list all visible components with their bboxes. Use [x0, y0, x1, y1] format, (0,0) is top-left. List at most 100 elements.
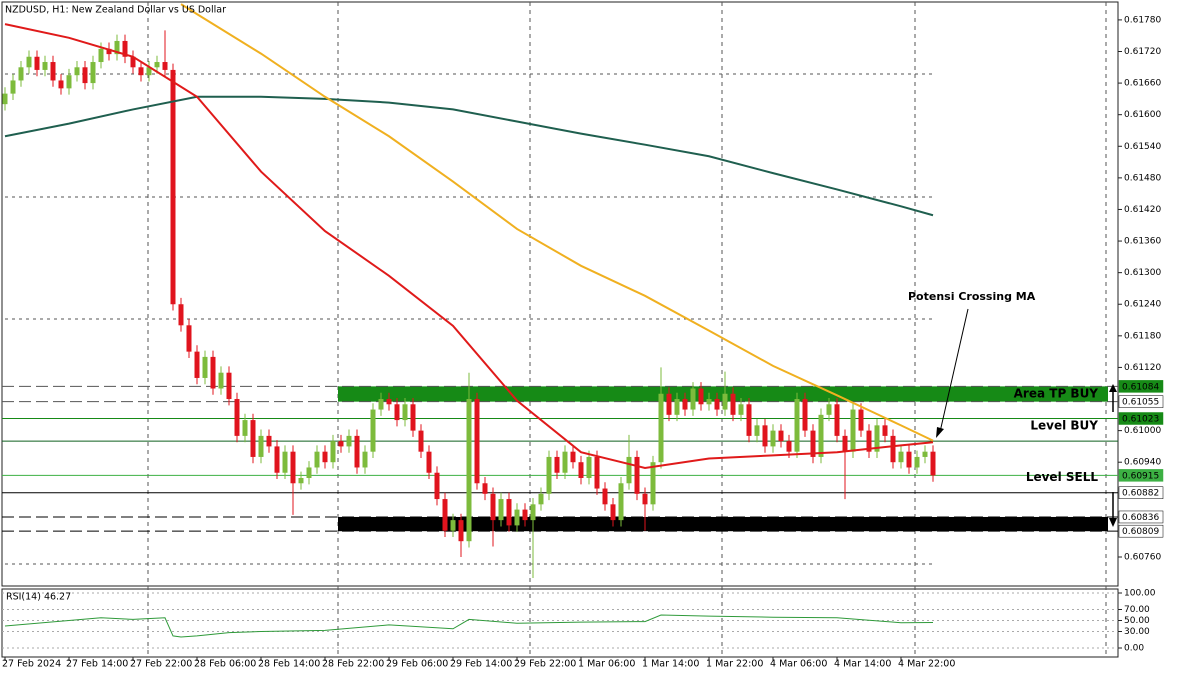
candle-body [530, 504, 536, 521]
candle-body [850, 409, 856, 452]
candle-body [778, 430, 784, 442]
candle-body [114, 40, 120, 55]
candle-body [250, 420, 256, 457]
candle-body [834, 404, 840, 436]
x-tick-label: 28 Feb 06:00 [194, 659, 256, 670]
candle-body [866, 430, 872, 452]
candle-body [858, 409, 864, 431]
annotation: Potensi Crossing MA [908, 290, 1036, 303]
candle-body [394, 404, 400, 421]
candle-body [578, 462, 584, 479]
y-tick-label: 0.60760 [1124, 552, 1161, 562]
level-label: 0.60882 [1122, 489, 1159, 499]
candle-body [154, 62, 160, 68]
candle-body [194, 351, 200, 378]
y-tick-label: 50.00 [1124, 616, 1150, 626]
candle-body [562, 451, 568, 473]
candle-body [538, 493, 544, 505]
candle-body [906, 451, 912, 468]
candle-body [434, 472, 440, 500]
annotation-arrow [939, 308, 969, 433]
y-tick-label: 0.61000 [1124, 426, 1161, 436]
candle-body [202, 356, 208, 378]
candle-body [370, 409, 376, 452]
candle-body [890, 435, 896, 463]
candle-body [666, 393, 672, 415]
y-tick-label: 30.00 [1124, 627, 1150, 637]
candle-body [826, 404, 832, 415]
x-tick-label: 27 Feb 2024 [2, 659, 61, 670]
candle-body [754, 425, 760, 436]
candle-body [698, 388, 704, 405]
candle-body [274, 446, 280, 473]
candle-body [50, 62, 56, 81]
candle-body [298, 478, 304, 484]
candle-body [82, 67, 88, 84]
level-label: 0.60836 [1122, 513, 1159, 523]
candle-body [258, 435, 264, 457]
candle-body [418, 430, 424, 452]
level-box [1118, 524, 1164, 538]
candle-body [490, 493, 496, 521]
x-tick-label: 4 Mar 06:00 [770, 659, 827, 670]
candle-body [594, 456, 600, 489]
candle-body [242, 420, 248, 436]
level-label: 0.61055 [1122, 398, 1159, 408]
candle-body [338, 441, 344, 447]
y-tick-label: 0.61780 [1124, 15, 1161, 25]
candle-body [226, 372, 232, 400]
plot: Area TP BUY Area TP SELL 0.61084 0.61055 0.6… [2, 3, 1164, 670]
x-tick-label: 1 Mar 06:00 [578, 659, 635, 670]
level-text: Level BUY [1030, 419, 1098, 433]
candle-body [314, 451, 320, 468]
candle-body [306, 467, 312, 479]
y-tick-label: 100.00 [1124, 589, 1156, 599]
rsi-pane [1, 588, 1119, 658]
y-tick-label: 0.61240 [1124, 300, 1161, 310]
candle-body [802, 399, 808, 431]
candle-body [162, 62, 168, 70]
candle-body [786, 441, 792, 452]
y-tick-label: 0.60940 [1124, 458, 1161, 468]
y-tick-label: 0.61480 [1124, 173, 1161, 183]
candle-body [2, 93, 8, 105]
candle-body [170, 69, 176, 305]
arrow-head [936, 427, 944, 438]
candle-body [10, 80, 16, 94]
candle-body [402, 404, 408, 421]
x-tick-label: 1 Mar 14:00 [642, 659, 699, 670]
candle-body [570, 451, 576, 463]
x-tick-label: 4 Mar 22:00 [898, 659, 955, 670]
candle-body [90, 62, 96, 84]
level-label: 0.60809 [1122, 527, 1159, 537]
candle-body [506, 499, 512, 526]
zone-label: Area TP SELL [1009, 517, 1098, 531]
y-tick-label: 0.61180 [1124, 331, 1161, 341]
candle-body [650, 462, 656, 505]
candle-body [330, 441, 336, 463]
level-label: 0.60915 [1122, 471, 1159, 481]
candle-body [882, 425, 888, 436]
candle-body [842, 435, 848, 452]
candle-body [106, 48, 112, 55]
candle-body [42, 62, 48, 70]
candle-body [610, 504, 616, 521]
candle-body [442, 499, 448, 531]
candle-body [378, 399, 384, 410]
candle-body [818, 414, 824, 457]
chart-title: NZDUSD, H1: New Zealand Dollar vs US Dol… [5, 5, 226, 16]
x-tick-label: 29 Feb 22:00 [514, 659, 576, 670]
candle-body [218, 372, 224, 389]
level-label: 0.61084 [1122, 382, 1159, 392]
candle-body [362, 451, 368, 468]
candle-body [34, 56, 40, 70]
candle-body [354, 435, 360, 468]
candle-body [898, 451, 904, 463]
level-box [1118, 395, 1164, 408]
y-tick-label: 0.61540 [1124, 142, 1161, 152]
x-tick-label: 27 Feb 22:00 [130, 659, 192, 670]
candle-body [554, 456, 560, 473]
candle-body [722, 393, 728, 410]
x-tick-label: 1 Mar 22:00 [706, 659, 763, 670]
y-tick-label: 0.61300 [1124, 268, 1161, 278]
